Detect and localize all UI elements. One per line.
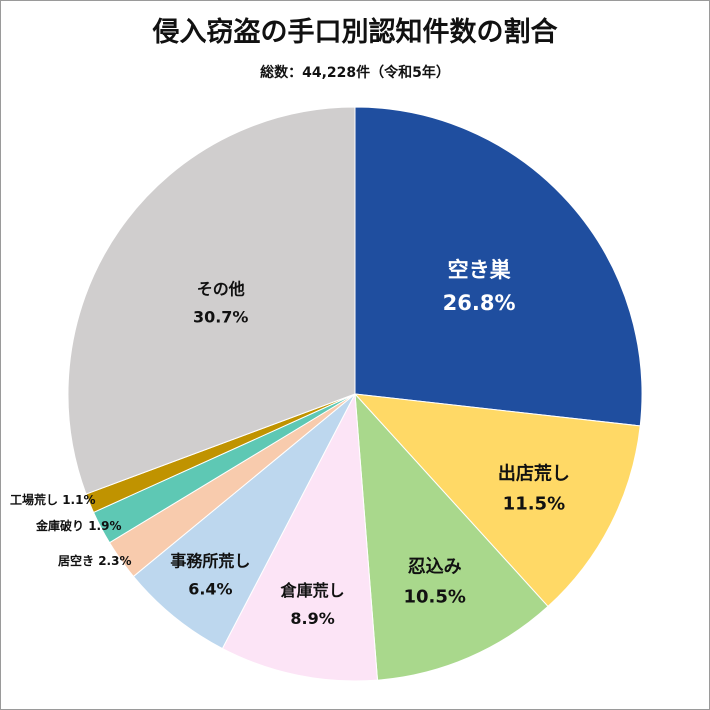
slice-label: 出店荒し <box>498 462 570 484</box>
slice-value-label: 1.9% <box>88 519 121 533</box>
slice-value-label: 8.9% <box>290 609 334 628</box>
slice-label: 空き巣 <box>448 258 512 282</box>
slice-label: その他 <box>197 280 245 299</box>
slice-value-label: 2.3% <box>98 554 131 568</box>
slice-value-label: 11.5% <box>503 493 565 514</box>
slice-outside-label: 金庫破り 1.9% <box>35 518 121 533</box>
slice-label: 忍込み <box>408 556 462 577</box>
chart-subtitle: 総数：44,228件（令和5年） <box>260 65 450 81</box>
slice-value-label: 10.5% <box>403 586 465 607</box>
slice-value-label: 1.1% <box>62 493 95 507</box>
slice-outside-label: 居空き 2.3% <box>58 553 131 568</box>
pie-slice <box>221 392 379 682</box>
pie-slice <box>132 393 356 650</box>
slice-label: 居空き <box>58 553 98 568</box>
pie-slice <box>354 106 643 427</box>
slice-value-label: 30.7% <box>193 308 249 327</box>
pie-slice <box>354 392 549 681</box>
slice-value-label: 26.8% <box>443 291 516 315</box>
slice-outside-label: 工場荒し 1.1% <box>10 492 95 507</box>
slice-label: 倉庫荒し <box>280 581 345 600</box>
pie-slice <box>67 106 356 495</box>
slice-value-label: 6.4% <box>188 579 232 598</box>
slice-label: 金庫破り <box>35 518 88 533</box>
slice-label: 工場荒し <box>10 492 62 507</box>
chart-title: 侵入窃盗の手口別認知件数の割合 <box>152 17 558 48</box>
slice-label: 事務所荒し <box>170 551 250 570</box>
pie-slice <box>353 393 641 608</box>
